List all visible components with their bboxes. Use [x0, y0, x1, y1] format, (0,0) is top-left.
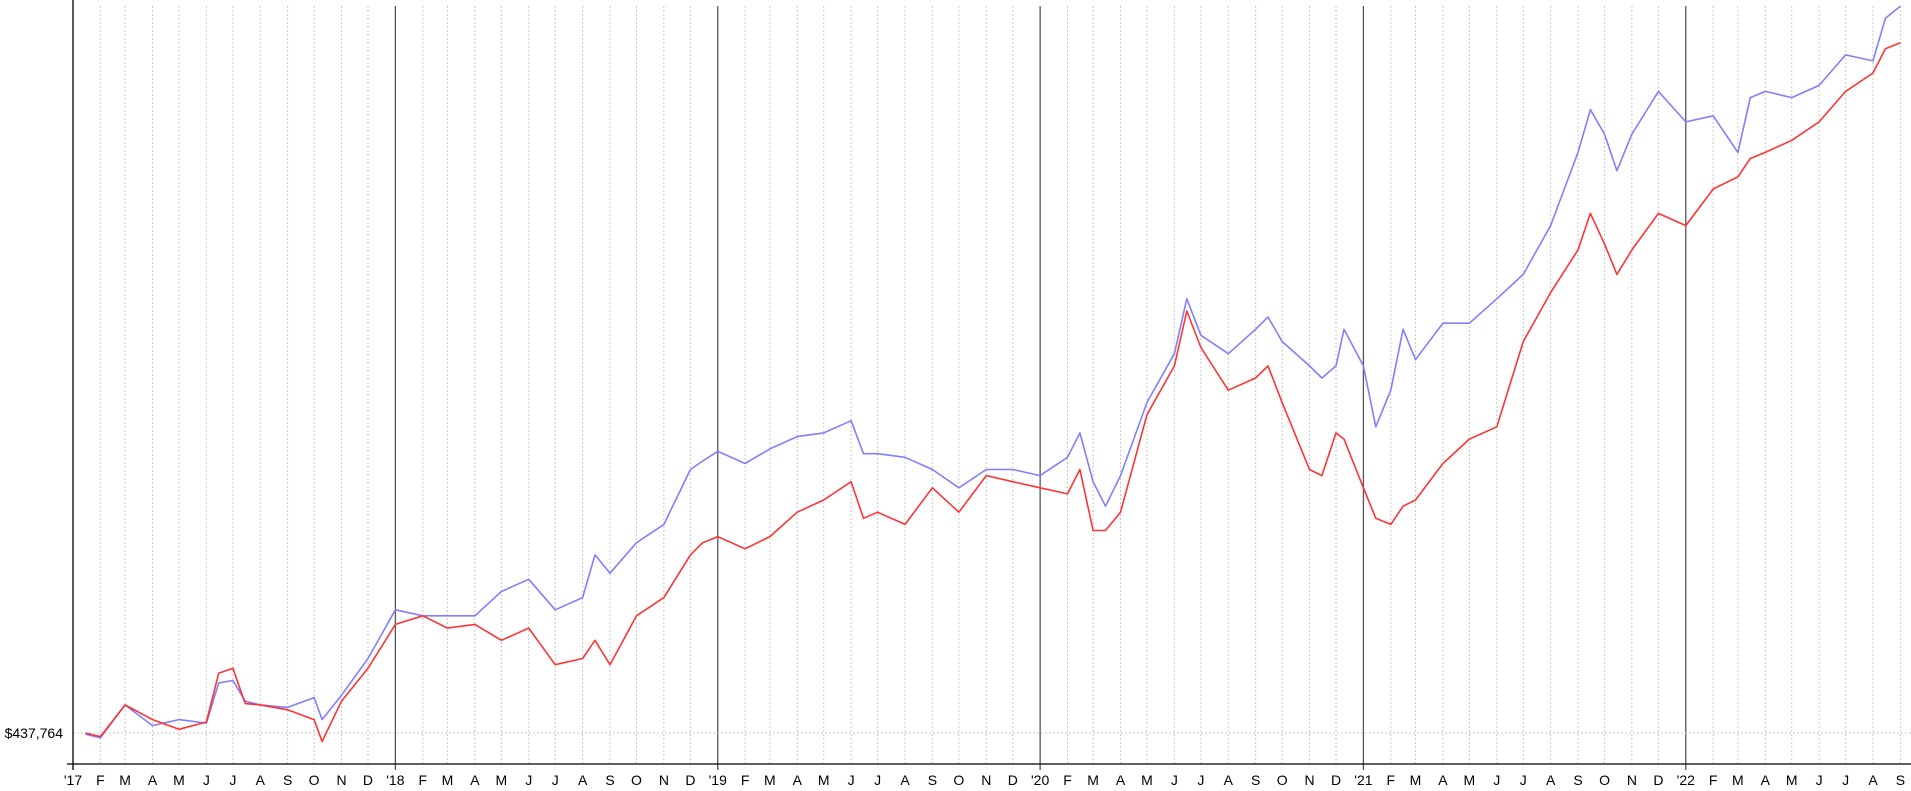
- x-tick-label: J: [552, 772, 559, 788]
- x-tick-label: N: [981, 772, 991, 788]
- x-tick-label: A: [1868, 772, 1878, 788]
- x-tick-label: M: [818, 772, 830, 788]
- x-tick-label: A: [1438, 772, 1448, 788]
- x-tick-label: D: [1653, 772, 1663, 788]
- x-tick-label: '19: [709, 772, 727, 788]
- x-tick-label: O: [309, 772, 320, 788]
- x-tick-label: A: [470, 772, 480, 788]
- x-tick-label: N: [336, 772, 346, 788]
- x-tick-label: J: [1842, 772, 1849, 788]
- x-tick-label: A: [148, 772, 158, 788]
- x-tick-label: O: [1277, 772, 1288, 788]
- x-tick-label: M: [1464, 772, 1476, 788]
- x-tick-label: A: [256, 772, 266, 788]
- x-tick-label: F: [418, 772, 427, 788]
- x-tick-label: N: [659, 772, 669, 788]
- x-tick-label: J: [848, 772, 855, 788]
- x-tick-label: D: [1331, 772, 1341, 788]
- series-line-2: [85, 41, 1901, 743]
- x-tick-label: O: [631, 772, 642, 788]
- x-tick-label: S: [283, 772, 292, 788]
- x-tick-label: J: [1493, 772, 1500, 788]
- x-tick-label: M: [442, 772, 454, 788]
- x-tick-label: M: [119, 772, 131, 788]
- x-tick-label: D: [363, 772, 373, 788]
- y-reference-label: $437,764: [5, 725, 64, 741]
- x-tick-label: S: [1573, 772, 1582, 788]
- grid: [73, 6, 1911, 770]
- x-tick-label: '22: [1677, 772, 1695, 788]
- x-tick-label: '17: [64, 772, 82, 788]
- x-tick-label: '20: [1031, 772, 1049, 788]
- x-tick-label: S: [1896, 772, 1905, 788]
- x-tick-label: F: [1063, 772, 1072, 788]
- x-tick-label: M: [1141, 772, 1153, 788]
- x-tick-label: A: [578, 772, 588, 788]
- x-tick-label: J: [1520, 772, 1527, 788]
- x-tick-label: F: [96, 772, 105, 788]
- x-tick-label: S: [1251, 772, 1260, 788]
- x-tick-label: O: [1599, 772, 1610, 788]
- x-tick-label: S: [928, 772, 937, 788]
- x-tick-label: J: [525, 772, 532, 788]
- x-tick-label: '18: [386, 772, 404, 788]
- x-tick-label: M: [173, 772, 185, 788]
- x-tick-label: J: [1171, 772, 1178, 788]
- series-group: [85, 5, 1901, 743]
- x-tick-label: J: [1816, 772, 1823, 788]
- x-tick-label: A: [1116, 772, 1126, 788]
- x-tick-labels: '17 F M A M J J A S O N D '18 F M A M J J A S O N D '19 F M A M J J A S O…: [64, 772, 1905, 788]
- series-line-1: [85, 5, 1901, 739]
- x-tick-label: D: [685, 772, 695, 788]
- x-tick-label: J: [203, 772, 210, 788]
- x-tick-label: F: [1386, 772, 1395, 788]
- x-tick-label: J: [229, 772, 236, 788]
- x-tick-label: F: [741, 772, 750, 788]
- x-tick-label: S: [605, 772, 614, 788]
- x-tick-label: F: [1709, 772, 1718, 788]
- x-tick-label: M: [1732, 772, 1744, 788]
- x-tick-label: D: [1008, 772, 1018, 788]
- x-tick-label: M: [496, 772, 508, 788]
- x-tick-label: A: [900, 772, 910, 788]
- x-tick-label: N: [1627, 772, 1637, 788]
- x-tick-label: J: [874, 772, 881, 788]
- axes: [67, 0, 1911, 770]
- x-tick-label: N: [1304, 772, 1314, 788]
- x-tick-label: M: [1410, 772, 1422, 788]
- x-tick-label: A: [1546, 772, 1556, 788]
- x-tick-label: O: [953, 772, 964, 788]
- x-tick-label: A: [793, 772, 803, 788]
- x-tick-label: M: [1087, 772, 1099, 788]
- x-tick-label: J: [1197, 772, 1204, 788]
- x-tick-label: '21: [1354, 772, 1372, 788]
- x-tick-label: M: [1786, 772, 1798, 788]
- x-tick-label: A: [1761, 772, 1771, 788]
- x-tick-label: A: [1224, 772, 1234, 788]
- x-tick-label: M: [764, 772, 776, 788]
